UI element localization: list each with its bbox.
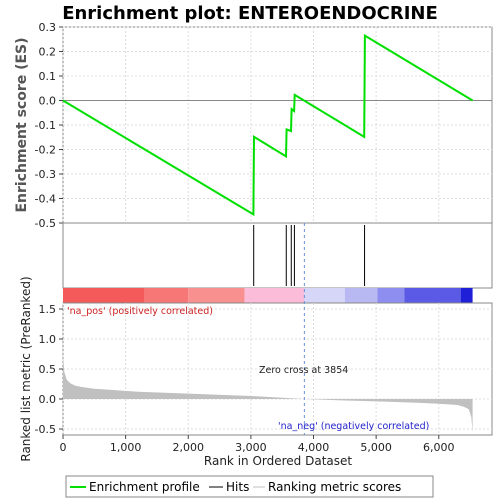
es-y-tick-label: -0.4: [35, 193, 56, 206]
x-tick-label: 0: [60, 441, 67, 454]
ranking-heatmap-bar: [63, 288, 473, 303]
x-tick-label: 6,000: [423, 441, 455, 454]
heatmap-segment: [188, 288, 245, 303]
heatmap-segment: [144, 288, 189, 303]
ranking-metric-area: [63, 355, 473, 432]
legend-hits-label: Hits: [226, 480, 249, 494]
pos-correlated-label: 'na_pos' (positively correlated): [67, 306, 213, 317]
es-y-tick-label: 0.2: [39, 46, 57, 59]
es-y-tick-label: 0.1: [39, 70, 57, 83]
heatmap-segment: [63, 288, 145, 303]
metric-y-label: Ranked list metric (PreRanked): [19, 276, 33, 461]
x-tick-label: 4,000: [298, 441, 330, 454]
metric-y-tick-label: 0.5: [39, 363, 57, 376]
legend-metric-label: Ranking metric scores: [268, 480, 401, 494]
heatmap-segment: [344, 288, 378, 303]
heatmap-segment: [244, 288, 305, 303]
es-y-tick-label: 0.0: [39, 95, 57, 108]
es-y-tick-label: -0.2: [35, 144, 56, 157]
heatmap-segment: [404, 288, 461, 303]
hits-panel: [62, 222, 493, 289]
x-tick-label: 5,000: [360, 441, 392, 454]
legend-profile-label: Enrichment profile: [89, 480, 200, 494]
x-tick-label: 1,000: [110, 441, 142, 454]
metric-y-tick-label: 1.5: [39, 303, 57, 316]
metric-y-tick-label: 1.0: [39, 333, 57, 346]
zero-cross-label: Zero cross at 3854: [259, 365, 348, 376]
neg-correlated-label: 'na_neg' (negatively correlated): [278, 421, 429, 432]
heatmap-segment: [304, 288, 345, 303]
enrichment-profile-line: [62, 33, 474, 217]
es-y-tick-label: 0.3: [39, 21, 57, 34]
heatmap-segment: [460, 288, 473, 303]
metric-y-ticks: -0.5 0.0 0.5 1.0 1.5: [35, 303, 63, 436]
es-y-ticks: -0.5 -0.4 -0.3 -0.2 -0.1 0.0 0.1 0.2 0.3: [35, 21, 63, 230]
x-tick-label: 2,000: [173, 441, 205, 454]
es-y-tick-label: -0.5: [35, 217, 56, 230]
chart-title: Enrichment plot: ENTEROENDOCRINE: [62, 3, 438, 24]
x-tick-label: 3,000: [235, 441, 267, 454]
heatmap-segment: [377, 288, 405, 303]
metric-y-tick-label: -0.5: [35, 423, 56, 436]
x-axis-ticks: 0 1,000 2,000 3,000 4,000 5,000 6,000: [60, 435, 455, 454]
metric-y-tick-label: 0.0: [39, 393, 57, 406]
legend-box: [65, 475, 434, 498]
es-y-tick-label: -0.1: [35, 119, 56, 132]
hits-marks: [253, 225, 366, 286]
x-axis-label: Rank in Ordered Dataset: [204, 454, 352, 468]
es-y-tick-label: -0.3: [35, 168, 56, 181]
es-y-label: Enrichment score (ES): [14, 37, 30, 212]
